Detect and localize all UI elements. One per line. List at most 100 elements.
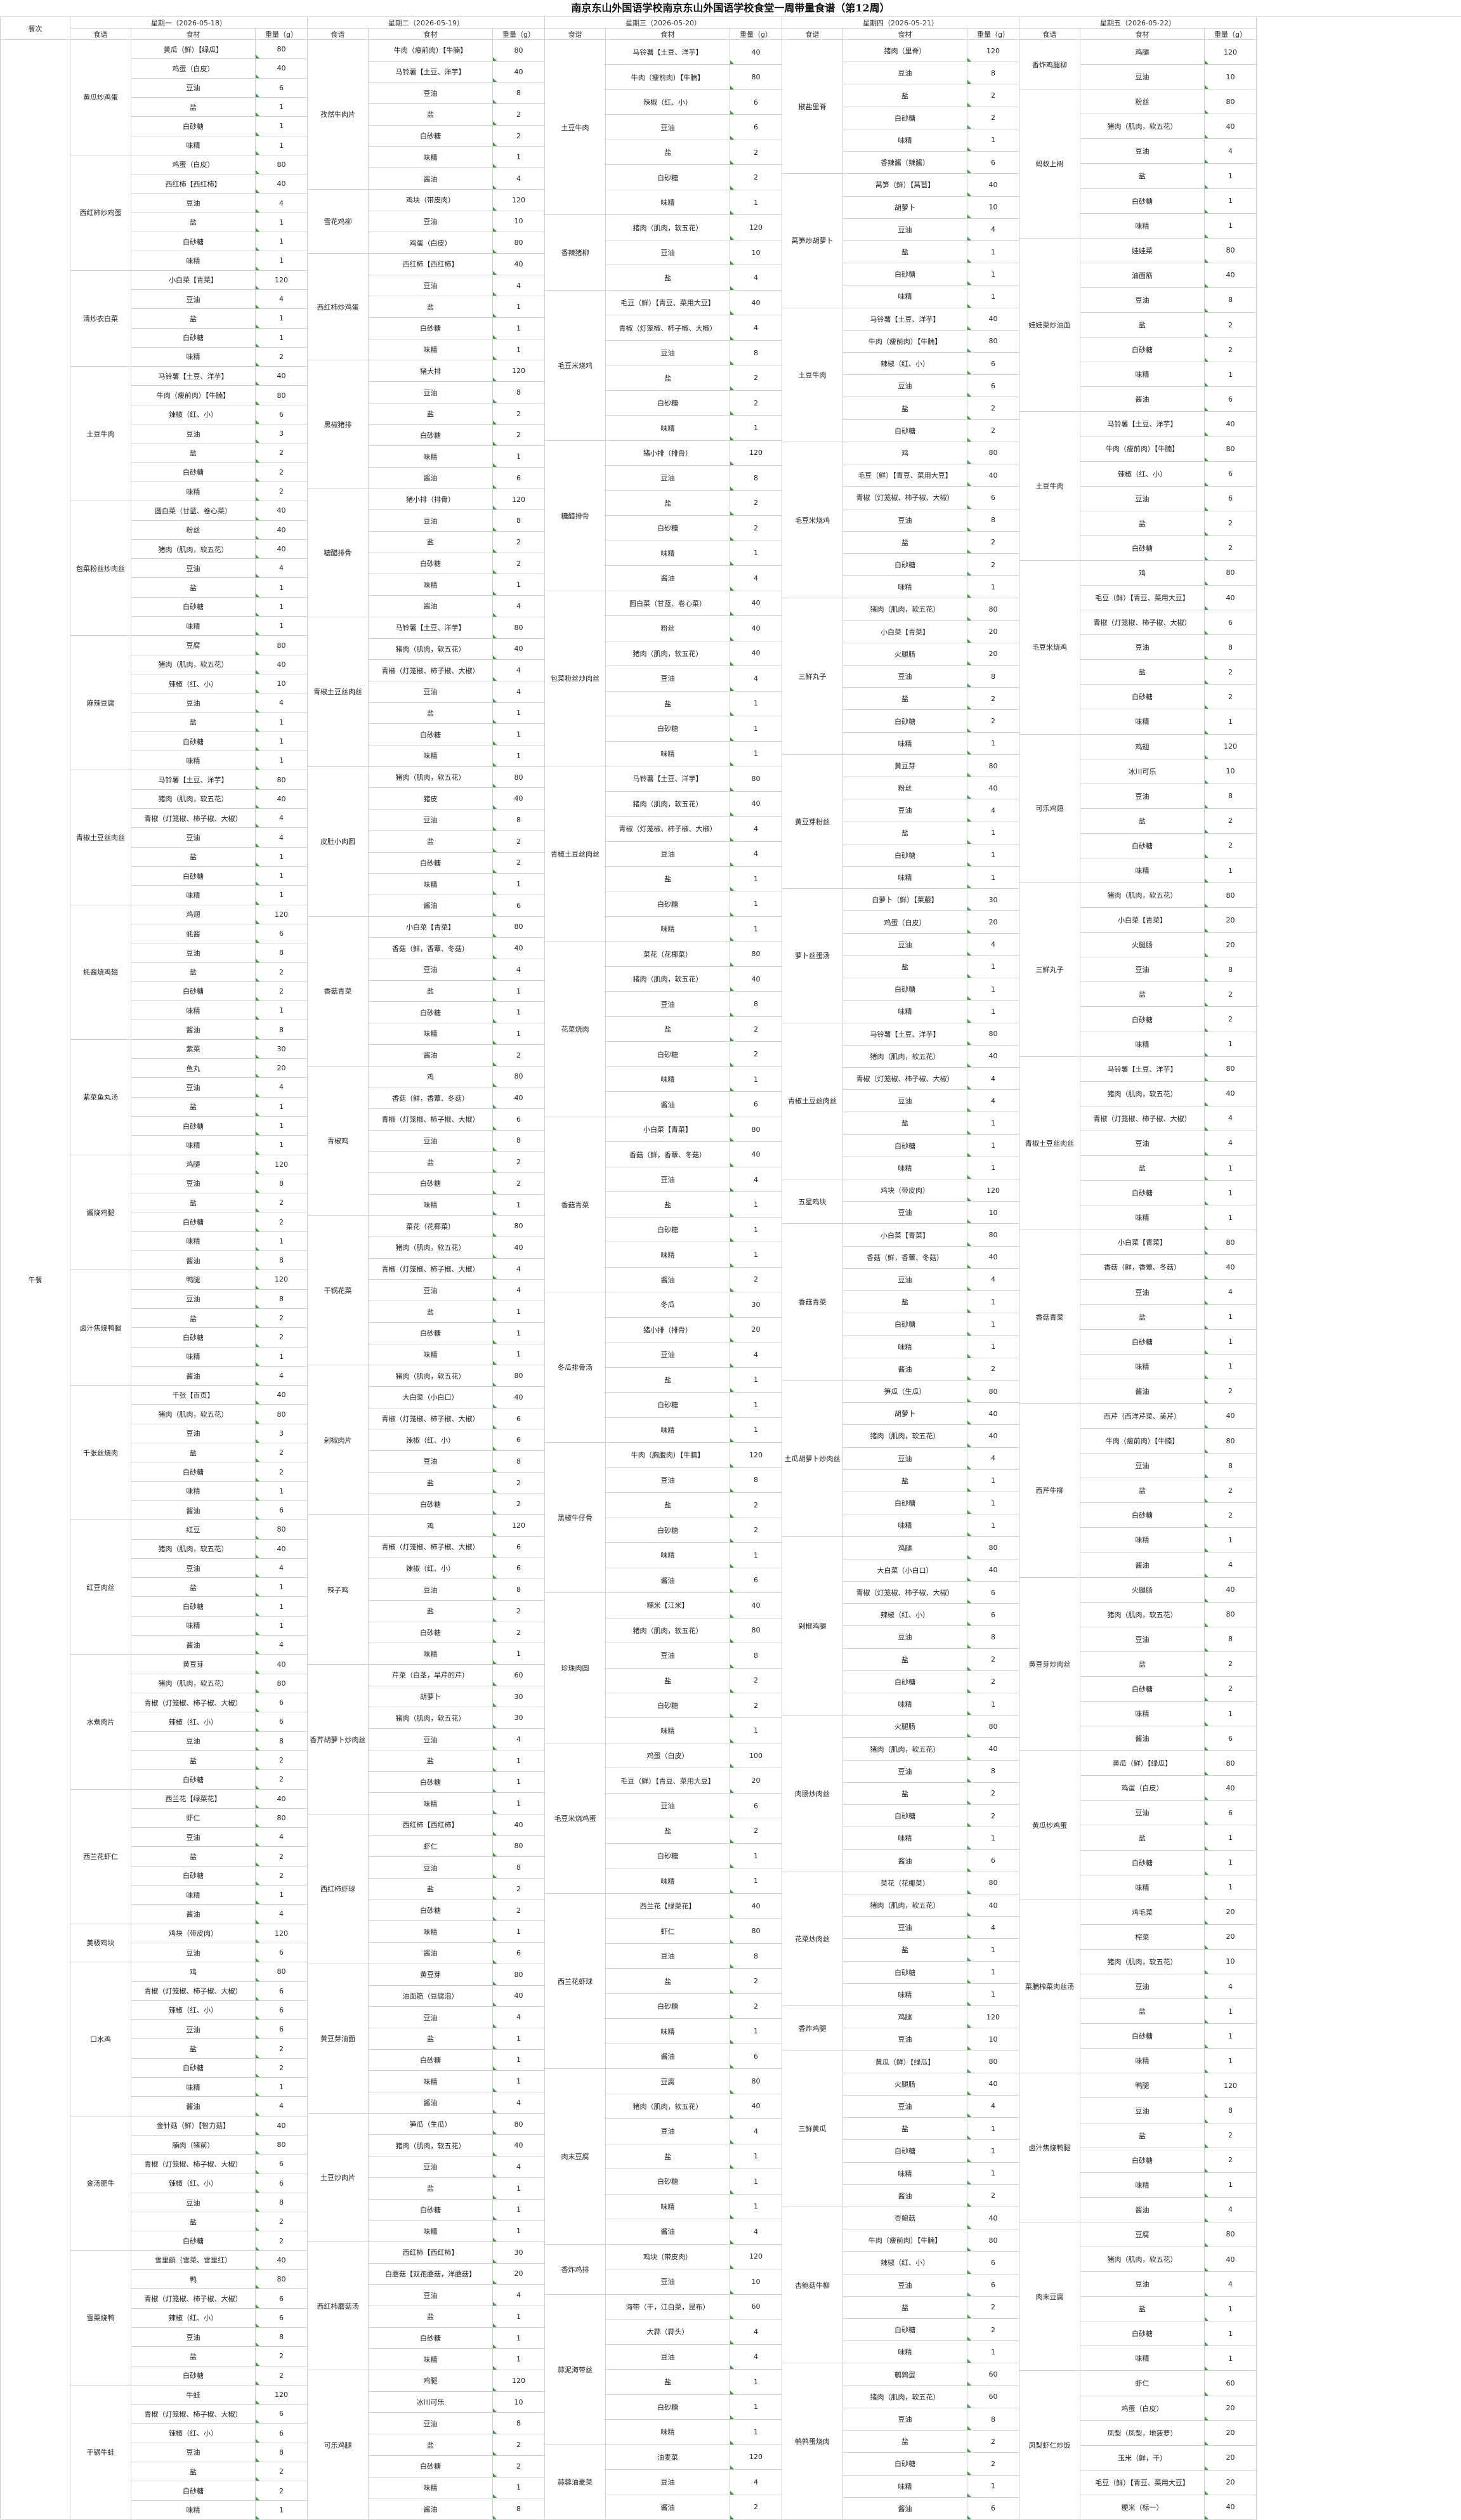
ingredient-cell: 盐 — [1080, 1825, 1205, 1851]
amount-cell: 2 — [493, 1879, 545, 1900]
meal-label: 午餐 — [1, 40, 70, 2520]
ingredient-cell: 盐 — [843, 1112, 967, 1135]
ingredient-cell: 豆油 — [843, 1626, 967, 1649]
ingredient-cell: 味精 — [131, 886, 256, 905]
amount-cell: 6 — [967, 2497, 1019, 2520]
amount-cell: 8 — [256, 2443, 308, 2463]
ingredient-cell: 马铃薯【土豆、洋芋】 — [1080, 1056, 1205, 1082]
amount-cell: 6 — [493, 1108, 545, 1131]
ingredient-cell: 白砂糖 — [131, 232, 256, 252]
ingredient-cell: 盐 — [1080, 1651, 1205, 1677]
amount-cell: 80 — [493, 40, 545, 62]
ingredient-cell: 盐 — [843, 955, 967, 979]
ingredient-cell: 盐 — [606, 1668, 730, 1693]
amount-cell: 8 — [967, 62, 1019, 85]
ingredient-cell: 酱油 — [606, 2219, 730, 2245]
amount-cell: 4 — [967, 1917, 1019, 1939]
amount-cell: 8 — [967, 1626, 1019, 1649]
ingredient-cell: 小白菜【青菜】 — [606, 1117, 730, 1143]
ingredient-cell: 味精 — [369, 1643, 493, 1665]
amount-cell: 1 — [730, 2420, 782, 2445]
amount-cell: 1 — [730, 190, 782, 216]
ingredient-cell: 豆油 — [131, 289, 256, 310]
amount-cell: 30 — [730, 1292, 782, 1318]
ingredient-cell: 豆油 — [369, 959, 493, 981]
amount-cell: 1 — [1205, 2024, 1257, 2049]
ingredient-cell: 豆油 — [369, 2007, 493, 2028]
amount-cell: 2 — [493, 1622, 545, 1644]
ingredient-cell: 酱油 — [131, 1636, 256, 1655]
amount-cell: 1 — [730, 916, 782, 942]
amount-cell: 1 — [256, 328, 308, 348]
ingredient-cell: 豆油 — [369, 1857, 493, 1879]
amount-cell: 8 — [730, 1467, 782, 1493]
ingredient-cell: 酱油 — [606, 1568, 730, 1594]
amount-cell: 1 — [730, 541, 782, 567]
ingredient-cell: 豆油 — [369, 1729, 493, 1750]
dish-name: 土豆牛肉 — [782, 308, 843, 442]
dish-name: 香辣猪柳 — [545, 215, 606, 291]
ingredient-cell: 马铃薯【土豆、洋芋】 — [606, 40, 730, 65]
amount-cell: 1 — [1205, 1850, 1257, 1875]
ingredient-cell: 豆油 — [606, 240, 730, 266]
ingredient-cell: 味精 — [131, 1616, 256, 1636]
amount-cell: 2 — [493, 424, 545, 447]
ingredient-cell: 盐 — [843, 1291, 967, 1314]
amount-cell: 2 — [967, 1358, 1019, 1381]
ingredient-cell: 豆油 — [606, 115, 730, 140]
amount-cell: 8 — [493, 82, 545, 105]
ingredient-cell: 白砂糖 — [606, 1993, 730, 2019]
ingredient-col-header: 食材 — [843, 29, 967, 40]
amount-cell: 4 — [730, 2470, 782, 2495]
ingredient-cell: 白砂糖 — [606, 516, 730, 541]
ingredient-cell: 盐 — [1080, 982, 1205, 1007]
amount-cell: 2 — [256, 962, 308, 982]
ingredient-cell: 白砂糖 — [369, 2327, 493, 2349]
amount-cell: 1 — [493, 702, 545, 725]
amount-cell: 120 — [256, 1270, 308, 1290]
amount-cell: 40 — [1205, 1081, 1257, 1106]
ingredient-cell: 猪肉（肌肉，软五花） — [843, 598, 967, 621]
ingredient-cell: 毛豆（鲜）【青豆、菜用大豆】 — [606, 1768, 730, 1794]
amount-cell: 4 — [730, 2320, 782, 2345]
amount-cell: 1 — [1205, 1999, 1257, 2025]
dish-name: 蒜泥海带丝 — [545, 2294, 606, 2445]
amount-cell: 40 — [730, 40, 782, 65]
amount-cell: 2 — [1205, 1503, 1257, 1528]
amount-cell: 6 — [256, 2000, 308, 2021]
amount-cell: 8 — [256, 943, 308, 963]
amount-cell: 1 — [1205, 2321, 1257, 2347]
amount-cell: 1 — [493, 980, 545, 1002]
ingredient-cell: 牛肉（瘦前肉）【牛腩】 — [1080, 436, 1205, 462]
ingredient-cell: 味精 — [1080, 362, 1205, 388]
ingredient-cell: 盐 — [1080, 164, 1205, 189]
ingredient-cell: 味精 — [131, 2078, 256, 2097]
ingredient-cell: 豆油 — [131, 1289, 256, 1309]
amount-cell: 4 — [493, 2092, 545, 2114]
amount-cell: 80 — [967, 2229, 1019, 2252]
amount-cell: 10 — [256, 674, 308, 694]
amount-cell: 80 — [256, 1962, 308, 1982]
ingredient-cell: 白砂糖 — [843, 1134, 967, 1157]
ingredient-cell: 猪肉（肌肉，软五花） — [843, 2385, 967, 2408]
ingredient-cell: 盐 — [131, 1750, 256, 1771]
ingredient-cell: 酱油 — [606, 566, 730, 591]
ingredient-cell: 鸡 — [131, 1962, 256, 1982]
dish-name: 冬瓜排骨汤 — [545, 1292, 606, 1443]
ingredient-cell: 豆油 — [131, 1078, 256, 1098]
amount-cell: 1 — [730, 1543, 782, 1568]
ingredient-cell: 酱油 — [369, 2092, 493, 2114]
amount-cell: 6 — [256, 2289, 308, 2309]
amount-cell: 4 — [1205, 139, 1257, 164]
amount-cell: 1 — [493, 2306, 545, 2328]
dish-name: 青椒土豆丝肉丝 — [1019, 1056, 1080, 1231]
amount-cell: 40 — [967, 1246, 1019, 1269]
amount-cell: 2 — [730, 1993, 782, 2019]
dish-name: 毛豆米烧鸡 — [782, 442, 843, 599]
amount-cell: 1 — [256, 867, 308, 886]
ingredient-cell: 白砂糖 — [606, 1693, 730, 1719]
amount-cell: 80 — [493, 2113, 545, 2136]
amount-cell: 1 — [730, 1217, 782, 1243]
amount-cell: 80 — [1205, 1056, 1257, 1082]
amount-cell: 1 — [493, 1921, 545, 1943]
